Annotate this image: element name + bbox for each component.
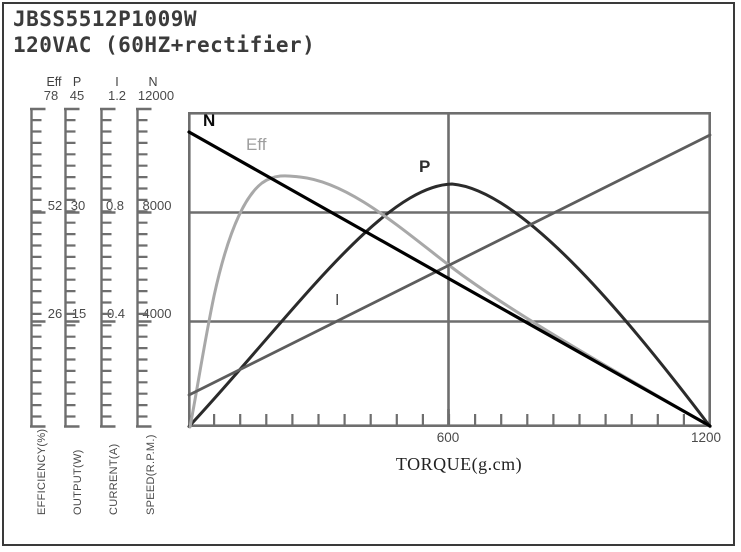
axis-max-speed: 12000	[137, 88, 175, 103]
current-axis-title: CURRENT(A)	[108, 443, 120, 515]
left-scale-bars	[30, 107, 152, 428]
current-curve	[187, 133, 712, 397]
speed-curve	[187, 130, 712, 428]
current-curve-label: I	[335, 292, 340, 309]
axis-low-current: 0.4	[106, 306, 126, 321]
speed-curve-label: N	[203, 111, 216, 130]
axis-max-current: 1.2	[107, 88, 127, 103]
axis-max-power: 45	[69, 88, 85, 103]
axis-header-power: P	[72, 75, 82, 89]
axis-mid-eff: 52	[47, 198, 63, 213]
axis-mid-speed: 8000	[142, 198, 172, 213]
axis-low-power: 15	[71, 306, 87, 321]
speed-axis-title: SPEED(R.P.M.)	[145, 434, 157, 515]
outer-border	[2, 2, 735, 546]
plot-grid	[188, 112, 712, 427]
left-scale-minor-ticks	[32, 119, 148, 418]
axis-max-eff: 78	[43, 88, 59, 103]
axis-low-eff: 26	[47, 306, 63, 321]
axis-mid-current: 0.8	[105, 198, 125, 213]
efficiency-curve-label: Eff	[246, 135, 267, 154]
x-axis-title: TORQUE(g.cm)	[395, 454, 523, 474]
x-tick-1200: 1200	[690, 430, 722, 445]
output-axis-title: OUTPUT(W)	[72, 449, 84, 515]
efficiency-curve	[188, 174, 712, 429]
chart-subtitle: 120VAC (60HZ+rectifier)	[13, 33, 316, 57]
axis-header-eff: Eff	[46, 75, 62, 89]
power-curve	[187, 182, 712, 428]
axis-low-speed: 4000	[142, 306, 172, 321]
chart-title: JBSS5512P1009W	[13, 7, 198, 31]
x-tick-600: 600	[436, 430, 460, 445]
efficiency-axis-title: EFFICIENCY(%)	[36, 428, 48, 515]
axis-header-speed: N	[148, 75, 158, 89]
power-curve-label: P	[419, 157, 431, 176]
axis-mid-power: 30	[70, 198, 86, 213]
axis-header-current: I	[115, 75, 119, 89]
